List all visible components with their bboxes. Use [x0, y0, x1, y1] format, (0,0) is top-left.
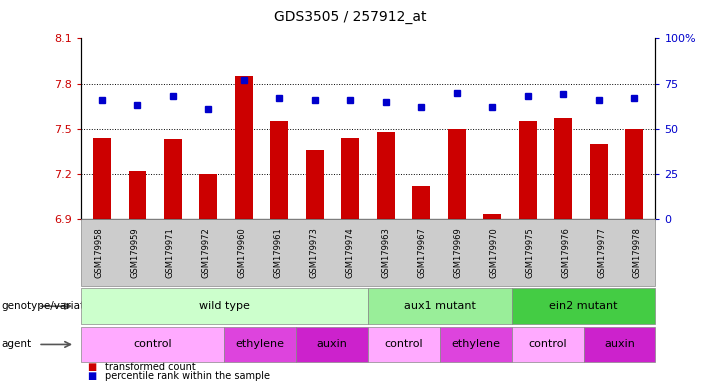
Bar [271, 121, 288, 219]
Bar [377, 132, 395, 219]
Bar [590, 144, 608, 219]
Text: ■: ■ [88, 371, 97, 381]
Bar [341, 137, 359, 219]
Text: ein2 mutant: ein2 mutant [550, 301, 618, 311]
Text: aux1 mutant: aux1 mutant [404, 301, 476, 311]
Text: auxin: auxin [604, 339, 635, 349]
Bar [448, 129, 465, 219]
Text: genotype/variation: genotype/variation [1, 301, 100, 311]
Text: auxin: auxin [317, 339, 348, 349]
Text: GSM179973: GSM179973 [310, 227, 319, 278]
Bar [484, 214, 501, 219]
Text: ■: ■ [88, 362, 97, 372]
Bar [554, 118, 572, 219]
Text: GSM179969: GSM179969 [454, 227, 463, 278]
Bar [93, 137, 111, 219]
Text: GSM179975: GSM179975 [525, 227, 534, 278]
Text: GSM179971: GSM179971 [166, 227, 175, 278]
Text: control: control [133, 339, 172, 349]
Bar [235, 76, 252, 219]
Text: control: control [529, 339, 567, 349]
Text: GSM179974: GSM179974 [346, 227, 355, 278]
Text: ethylene: ethylene [451, 339, 501, 349]
Text: GSM179972: GSM179972 [202, 227, 211, 278]
Text: GDS3505 / 257912_at: GDS3505 / 257912_at [274, 10, 427, 23]
Text: transformed count: transformed count [105, 362, 196, 372]
Text: GSM179959: GSM179959 [130, 227, 139, 278]
Bar [412, 186, 430, 219]
Bar [164, 139, 182, 219]
Text: GSM179958: GSM179958 [94, 227, 103, 278]
Bar [519, 121, 536, 219]
Text: ethylene: ethylene [236, 339, 285, 349]
Text: control: control [385, 339, 423, 349]
Text: GSM179967: GSM179967 [417, 227, 426, 278]
Text: GSM179970: GSM179970 [489, 227, 498, 278]
Text: agent: agent [1, 339, 32, 349]
Text: wild type: wild type [199, 301, 250, 311]
Bar [625, 129, 643, 219]
Text: GSM179963: GSM179963 [381, 227, 390, 278]
Bar [128, 171, 147, 219]
Bar [200, 174, 217, 219]
Text: GSM179960: GSM179960 [238, 227, 247, 278]
Text: GSM179977: GSM179977 [597, 227, 606, 278]
Text: GSM179976: GSM179976 [561, 227, 570, 278]
Bar [306, 150, 324, 219]
Text: GSM179978: GSM179978 [633, 227, 642, 278]
Text: percentile rank within the sample: percentile rank within the sample [105, 371, 270, 381]
Text: GSM179961: GSM179961 [273, 227, 283, 278]
